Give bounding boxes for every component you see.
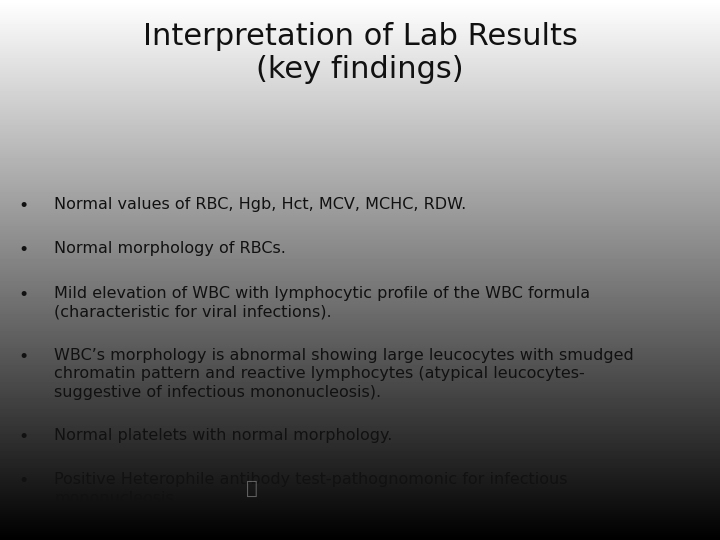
Text: •: • [18, 286, 28, 303]
Text: •: • [18, 428, 28, 445]
Text: Normal values of RBC, Hgb, Hct, MCV, MCHC, RDW.: Normal values of RBC, Hgb, Hct, MCV, MCH… [54, 197, 467, 212]
Text: Interpretation of Lab Results
(key findings): Interpretation of Lab Results (key findi… [143, 22, 577, 84]
Text: Mild elevation of WBC with lymphocytic profile of the WBC formula
(characteristi: Mild elevation of WBC with lymphocytic p… [54, 286, 590, 319]
Text: •: • [18, 241, 28, 259]
Text: 🔈: 🔈 [246, 479, 258, 498]
Text: •: • [18, 348, 28, 366]
Text: Normal platelets with normal morphology.: Normal platelets with normal morphology. [54, 428, 392, 443]
Text: Normal morphology of RBCs.: Normal morphology of RBCs. [54, 241, 286, 256]
Text: WBC’s morphology is abnormal showing large leucocytes with smudged
chromatin pat: WBC’s morphology is abnormal showing lar… [54, 348, 634, 400]
Text: •: • [18, 197, 28, 215]
Text: •: • [18, 472, 28, 490]
Text: Positive Heterophile antibody test-pathognomonic for infectious
mononucleosis.: Positive Heterophile antibody test-patho… [54, 472, 567, 505]
